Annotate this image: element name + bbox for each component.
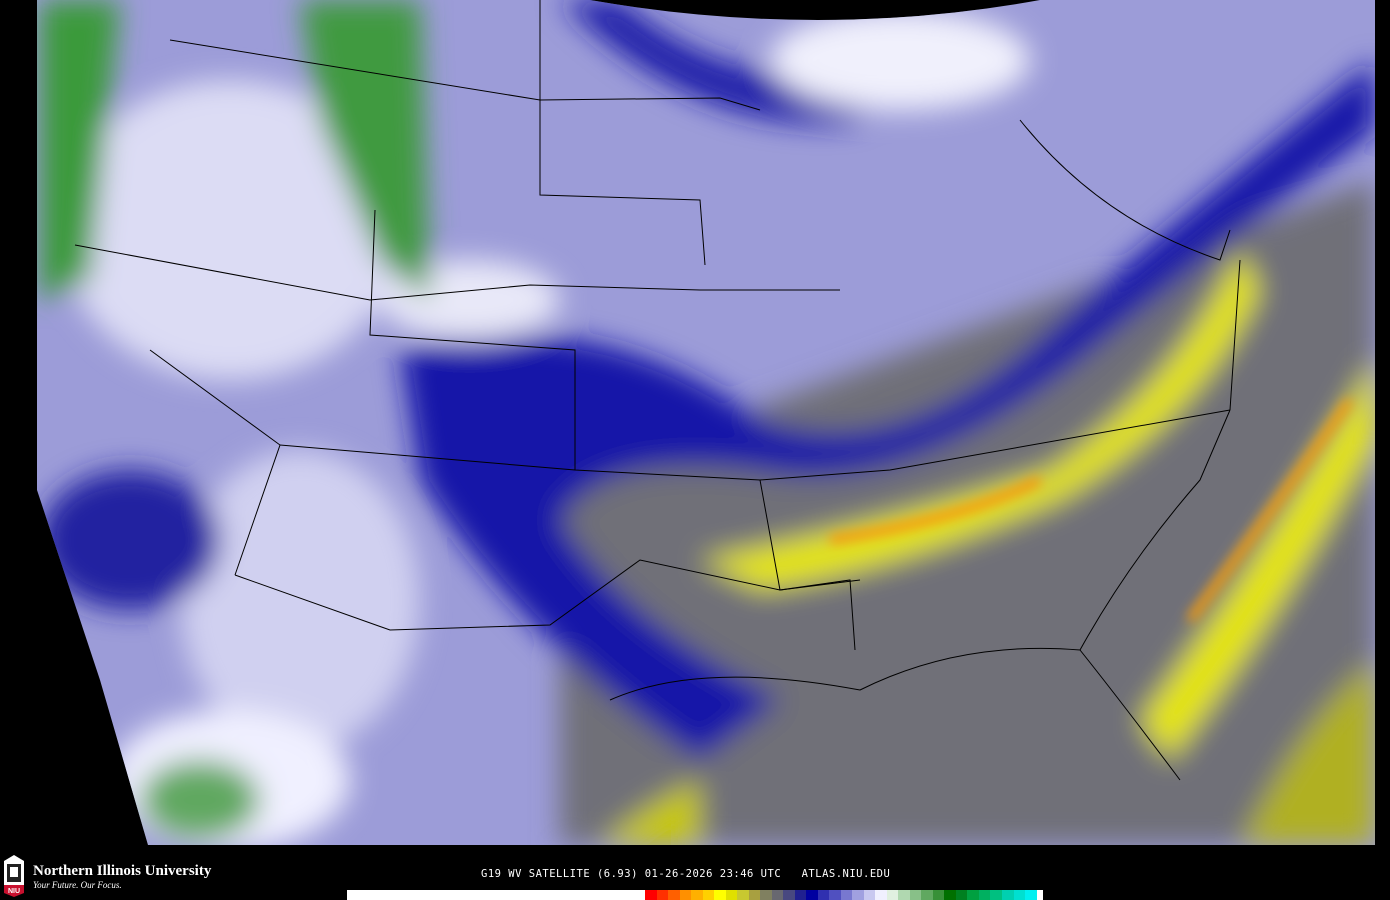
colorbar-swatch bbox=[771, 890, 784, 900]
university-tagline: Your Future. Our Focus. bbox=[33, 880, 122, 890]
image-caption: G19 WV SATELLITE (6.93) 01-26-2026 23:46… bbox=[481, 868, 891, 880]
svg-text:NIU: NIU bbox=[8, 888, 20, 895]
satellite-image bbox=[37, 0, 1375, 845]
colorbar-swatch bbox=[1013, 890, 1026, 900]
colorbar-swatch bbox=[817, 890, 830, 900]
colorbar-swatch bbox=[909, 890, 922, 900]
colorbar-swatch bbox=[679, 890, 692, 900]
colorbar-swatch bbox=[990, 890, 1002, 900]
colorbar-swatch bbox=[691, 890, 703, 900]
colorbar-swatch bbox=[806, 890, 818, 900]
colorbar-swatch bbox=[932, 890, 945, 900]
colorbar-swatch bbox=[886, 890, 899, 900]
colorbar-swatch bbox=[656, 890, 669, 900]
colorbar-swatch bbox=[760, 890, 772, 900]
colorbar-swatch bbox=[944, 890, 956, 900]
colorbar-swatch bbox=[737, 890, 749, 900]
colorbar-swatch bbox=[852, 890, 864, 900]
colorbar-blank bbox=[347, 890, 645, 900]
colorbar-swatch bbox=[875, 890, 887, 900]
colorbar-swatch bbox=[1001, 890, 1014, 900]
university-name: Northern Illinois University bbox=[33, 863, 212, 879]
colorbar-swatch bbox=[645, 890, 657, 900]
colorbar-swatch bbox=[668, 890, 680, 900]
color-scale-bar bbox=[347, 890, 1043, 900]
water-vapor-satellite-map bbox=[37, 0, 1375, 845]
colorbar-swatch bbox=[702, 890, 715, 900]
colorbar-swatch bbox=[898, 890, 910, 900]
colorbar-swatch bbox=[978, 890, 991, 900]
colorbar-swatch bbox=[1025, 890, 1037, 900]
colorbar-swatch bbox=[967, 890, 979, 900]
colorbar-swatch bbox=[794, 890, 807, 900]
colorbar-swatch bbox=[725, 890, 738, 900]
state-boundaries bbox=[74, 0, 1241, 781]
colorbar-swatch bbox=[955, 890, 968, 900]
colorbar-swatch bbox=[921, 890, 933, 900]
colorbar-swatch bbox=[829, 890, 841, 900]
colorbar-swatch bbox=[714, 890, 726, 900]
colorbar-swatch bbox=[863, 890, 876, 900]
colorbar-swatch bbox=[783, 890, 795, 900]
niu-logo: NIU bbox=[4, 855, 24, 897]
colorbar-swatch bbox=[748, 890, 761, 900]
colorbar-swatch bbox=[840, 890, 853, 900]
